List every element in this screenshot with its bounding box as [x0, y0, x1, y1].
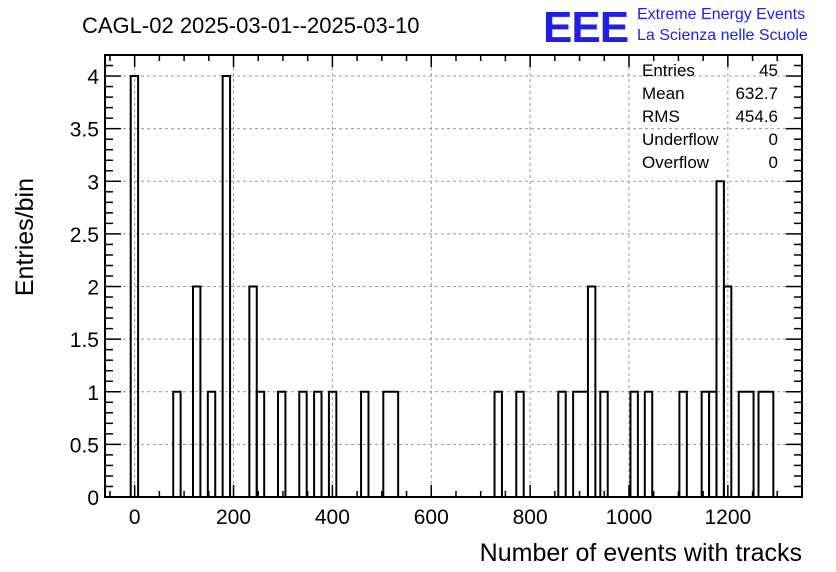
x-tick-label: 1000 [606, 506, 653, 529]
logo-line2: La Scienza nelle Scuole [637, 27, 808, 44]
histogram-bin [643, 390, 654, 497]
histogram-bin [277, 390, 287, 497]
y-tick-label: 1 [87, 382, 99, 405]
stats-value: 0 [769, 130, 778, 149]
y-tick-label: 4 [87, 66, 99, 89]
stats-value: 45 [759, 61, 778, 80]
histogram-bin [757, 390, 775, 497]
x-tick-labels: 0 200 400 600 800 1000 1200 [129, 506, 751, 529]
stats-box: Entries 45 Mean 632.7 RMS 454.6 Underflow 0 Over… [642, 61, 778, 172]
eee-logo: EEE Extreme Energy Events La Scienza nel… [543, 3, 808, 52]
histogram-bin [557, 390, 567, 497]
histogram-bin [298, 390, 308, 497]
histogram-bin [129, 75, 140, 497]
x-tick-label: 800 [513, 506, 548, 529]
y-tick-labels: 0 0.5 1 1.5 2 2.5 3 3.5 4 [70, 66, 100, 510]
stats-label: Overflow [642, 153, 710, 172]
chart-title: CAGL-02 2025-03-01--2025-03-10 [82, 13, 420, 38]
histogram-bin [586, 285, 597, 497]
stats-value: 632.7 [735, 84, 778, 103]
x-tick-label: 1200 [704, 506, 751, 529]
logo-mark: EEE [543, 3, 628, 52]
x-tick-label: 400 [315, 506, 350, 529]
histogram-bin [191, 285, 202, 497]
stats-label: Mean [642, 84, 685, 103]
y-tick-label: 0 [87, 487, 99, 510]
histogram-bin [493, 390, 503, 497]
histogram-bin [172, 390, 182, 497]
histogram-bars [129, 75, 775, 497]
histogram-bin [327, 390, 338, 497]
x-axis-label: Number of events with tracks [480, 539, 802, 567]
logo-line1: Extreme Energy Events [637, 6, 805, 23]
y-tick-label: 1.5 [70, 329, 99, 352]
histogram-bin [722, 285, 733, 497]
y-tick-label: 3 [87, 171, 99, 194]
stats-label: Entries [642, 61, 695, 80]
histogram-bin [255, 390, 266, 497]
axis-ticks [105, 54, 802, 498]
x-tick-label: 0 [129, 506, 141, 529]
histogram-bin [313, 390, 323, 497]
histogram-bin [221, 75, 232, 497]
stats-value: 454.6 [735, 107, 778, 126]
histogram-bin [599, 390, 609, 497]
y-tick-label: 2.5 [70, 224, 99, 247]
stats-label: Underflow [642, 130, 719, 149]
stats-label: RMS [642, 107, 680, 126]
histogram-bin [678, 390, 688, 497]
y-tick-label: 3.5 [70, 119, 99, 142]
histogram-bin [629, 390, 639, 497]
histogram-bin [382, 390, 400, 497]
x-tick-label: 600 [414, 506, 449, 529]
histogram-bin [737, 390, 755, 497]
histogram-bin [206, 390, 217, 497]
y-tick-label: 2 [87, 277, 99, 300]
stats-value: 0 [769, 153, 778, 172]
y-tick-label: 0.5 [70, 434, 99, 457]
x-tick-label: 200 [216, 506, 251, 529]
y-axis-label: Entries/bin [11, 178, 39, 296]
histogram-bin [360, 390, 370, 497]
histogram-bin [515, 390, 525, 497]
